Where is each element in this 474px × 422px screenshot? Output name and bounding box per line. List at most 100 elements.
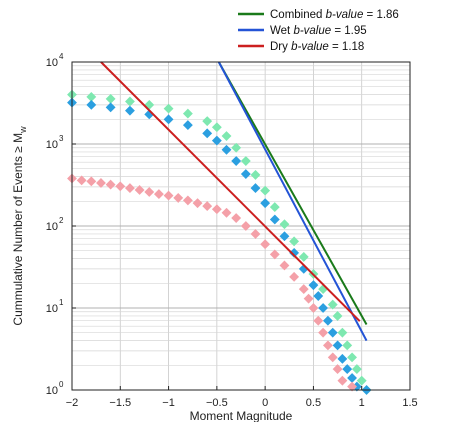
data-point-series-3 — [192, 198, 203, 209]
data-point-series-3 — [250, 229, 261, 239]
data-point-series-3 — [279, 260, 290, 271]
legend-entry: Dry b-value = 1.18 — [270, 41, 364, 53]
legend-entry: Wet b-value = 1.95 — [270, 25, 367, 37]
y-tick-exponent: 0 — [59, 380, 64, 389]
data-point-series-3 — [153, 189, 164, 200]
data-point-series-2 — [125, 105, 135, 116]
data-point-series-1 — [337, 327, 348, 338]
legend-entry: Combined b-value = 1.86 — [270, 9, 399, 21]
y-axis-label-main: Cummulative Number of Events ≥ M — [11, 133, 25, 326]
y-tick-label: 10 — [46, 385, 58, 397]
x-axis-ticks: −2 −1.5 −1 −0.5 0 0.5 1 1.5 — [66, 386, 418, 409]
data-point-series-2 — [308, 280, 319, 291]
x-tick-label: −0.5 — [206, 397, 228, 409]
data-point-series-3 — [260, 239, 271, 250]
data-point-series-2 — [211, 135, 222, 146]
data-point-series-3 — [96, 178, 106, 188]
fit-line-1 — [217, 61, 368, 325]
y-axis-label-subscript: w — [18, 126, 28, 134]
y-axis-label: Cummulative Number of Events ≥ Mw — [11, 126, 28, 326]
data-point-series-1 — [298, 251, 309, 262]
data-point-series-2 — [342, 364, 353, 374]
data-point-series-2 — [318, 303, 329, 313]
data-point-series-1 — [260, 185, 271, 196]
data-point-series-1 — [289, 236, 300, 247]
data-point-series-2 — [347, 373, 357, 383]
data-point-series-2 — [86, 99, 97, 110]
data-points — [67, 89, 372, 395]
data-point-series-2 — [332, 340, 343, 351]
data-point-series-3 — [347, 381, 357, 392]
data-point-series-3 — [115, 181, 126, 192]
data-point-series-3 — [269, 249, 280, 260]
data-point-series-2 — [279, 231, 290, 242]
data-point-series-3 — [221, 207, 232, 218]
data-point-series-3 — [332, 364, 343, 374]
grid-lines — [71, 62, 411, 391]
data-point-series-2 — [269, 214, 280, 225]
data-point-series-3 — [240, 221, 251, 231]
x-tick-label: 1 — [359, 397, 365, 409]
data-point-series-3 — [318, 327, 329, 338]
data-point-series-1 — [269, 202, 280, 213]
data-point-series-1 — [221, 131, 232, 141]
data-point-series-2 — [313, 291, 324, 301]
data-point-series-2 — [337, 353, 348, 364]
data-point-series-1 — [211, 122, 222, 133]
x-tick-label: 0.5 — [306, 397, 321, 409]
data-point-series-1 — [347, 352, 357, 363]
data-point-series-2 — [231, 156, 242, 166]
data-point-series-3 — [313, 315, 324, 326]
data-point-series-3 — [308, 303, 319, 313]
fit-line-2 — [217, 61, 368, 342]
data-point-series-3 — [173, 192, 184, 203]
data-point-series-3 — [134, 185, 145, 195]
data-point-series-1 — [332, 311, 343, 321]
data-point-series-3 — [163, 190, 174, 201]
data-point-series-1 — [318, 284, 329, 295]
fit-line-3 — [100, 61, 361, 322]
data-point-series-1 — [105, 93, 116, 104]
y-tick-exponent: 3 — [59, 134, 64, 143]
data-point-series-1 — [231, 142, 242, 153]
data-point-series-1 — [240, 156, 251, 166]
data-point-series-1 — [342, 340, 353, 351]
data-point-series-3 — [86, 176, 97, 187]
y-tick-exponent: 4 — [59, 52, 64, 61]
x-tick-label: 1.5 — [402, 397, 417, 409]
data-point-series-1 — [182, 108, 193, 119]
x-tick-label: −2 — [66, 397, 79, 409]
data-point-series-2 — [322, 315, 333, 326]
data-point-series-1 — [351, 364, 362, 374]
data-point-series-1 — [202, 116, 213, 127]
x-tick-label: −1 — [162, 397, 175, 409]
y-tick-label: 10 — [46, 139, 58, 151]
y-tick-label: 10 — [46, 221, 58, 233]
data-point-series-2 — [182, 120, 193, 131]
data-point-series-2 — [240, 169, 251, 179]
data-point-series-2 — [221, 144, 232, 155]
data-point-series-3 — [202, 201, 213, 211]
fit-lines — [100, 61, 368, 342]
data-point-series-2 — [105, 102, 116, 113]
data-point-series-3 — [125, 183, 135, 194]
data-point-series-3 — [298, 284, 309, 295]
legend: Combined b-value = 1.86 Wet b-value = 1.9… — [238, 9, 399, 53]
data-point-series-1 — [327, 299, 338, 310]
data-point-series-2 — [327, 327, 338, 338]
x-axis-label: Moment Magnitude — [190, 409, 293, 422]
data-point-series-1 — [356, 375, 367, 386]
y-tick-exponent: 1 — [59, 298, 64, 307]
data-point-series-1 — [279, 219, 290, 230]
y-tick-label: 10 — [46, 303, 58, 315]
data-point-series-3 — [337, 375, 348, 386]
data-point-series-1 — [163, 103, 174, 114]
data-point-series-3 — [144, 187, 155, 197]
data-point-series-2 — [250, 183, 261, 194]
y-tick-label: 10 — [46, 57, 58, 69]
data-point-series-2 — [202, 128, 213, 139]
data-point-series-3 — [289, 271, 300, 282]
data-point-series-3 — [322, 340, 333, 351]
y-tick-exponent: 2 — [59, 216, 64, 225]
